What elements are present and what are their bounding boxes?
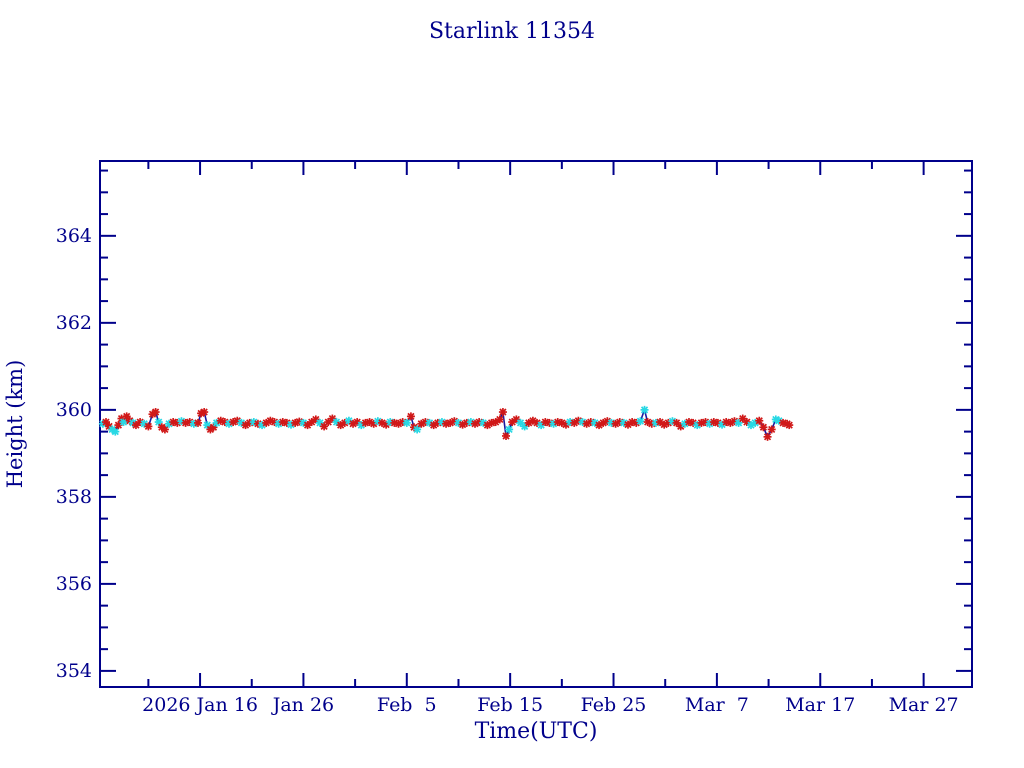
red-asterisk-marker	[498, 408, 507, 417]
y-axis-label: Height (km)	[3, 360, 27, 489]
cyan-asterisk-marker	[640, 405, 649, 414]
x-axis-label: Time(UTC)	[475, 719, 598, 744]
red-asterisk-marker	[495, 415, 504, 424]
red-asterisk-marker	[417, 419, 426, 428]
cyan-asterisk-marker	[111, 427, 120, 436]
red-asterisk-marker	[101, 418, 110, 427]
y-tick-label: 364	[56, 225, 92, 247]
x-tick-label: Feb 25	[581, 694, 647, 716]
red-asterisk-marker	[763, 432, 772, 441]
red-asterisk-marker	[160, 425, 169, 434]
data-series	[98, 405, 794, 441]
red-asterisk-marker	[209, 423, 218, 432]
red-asterisk-marker	[122, 412, 131, 421]
red-asterisk-marker	[759, 423, 768, 432]
y-tick-label: 358	[56, 486, 92, 508]
cyan-asterisk-marker	[119, 418, 128, 427]
x-tick-label: Jan 26	[271, 694, 334, 716]
chart-title: Starlink 11354	[429, 19, 595, 44]
red-asterisk-marker	[406, 412, 415, 421]
x-tick-label: Mar 27	[889, 694, 959, 716]
cyan-asterisk-marker	[537, 421, 546, 430]
x-tick-label: Mar 7	[685, 694, 749, 716]
red-asterisk-marker	[785, 421, 794, 430]
cyan-asterisk-marker	[413, 425, 422, 434]
red-asterisk-marker	[151, 408, 160, 417]
red-asterisk-marker	[193, 418, 202, 427]
x-tick-label: 2026 Jan 16	[142, 694, 258, 716]
red-asterisk-marker	[429, 421, 438, 430]
x-tick-label: Feb 15	[477, 694, 543, 716]
red-asterisk-marker	[233, 416, 242, 425]
cyan-asterisk-marker	[165, 419, 174, 428]
y-tick-label: 356	[56, 573, 92, 595]
red-asterisk-marker	[200, 408, 209, 417]
red-asterisk-marker	[767, 425, 776, 434]
cyan-asterisk-marker	[203, 421, 212, 430]
x-tick-label: Mar 17	[785, 694, 855, 716]
cyan-asterisk-marker	[402, 418, 411, 427]
cyan-asterisk-marker	[636, 417, 645, 426]
y-tick-label: 360	[56, 399, 92, 421]
red-asterisk-marker	[144, 422, 153, 431]
cyan-asterisk-marker	[505, 425, 514, 434]
red-asterisk-marker	[502, 431, 511, 440]
axes: 2026 Jan 16 Jan 26 Feb 5 Feb 15 Feb 25 Mar 7 M…	[56, 160, 973, 716]
y-tick-label: 362	[56, 312, 92, 334]
red-asterisk-marker	[755, 416, 764, 425]
x-tick-label: Feb 5	[377, 694, 437, 716]
red-asterisk-marker	[458, 420, 467, 429]
red-asterisk-marker	[595, 421, 604, 430]
cyan-asterisk-marker	[332, 418, 341, 427]
y-tick-label: 354	[56, 660, 92, 682]
